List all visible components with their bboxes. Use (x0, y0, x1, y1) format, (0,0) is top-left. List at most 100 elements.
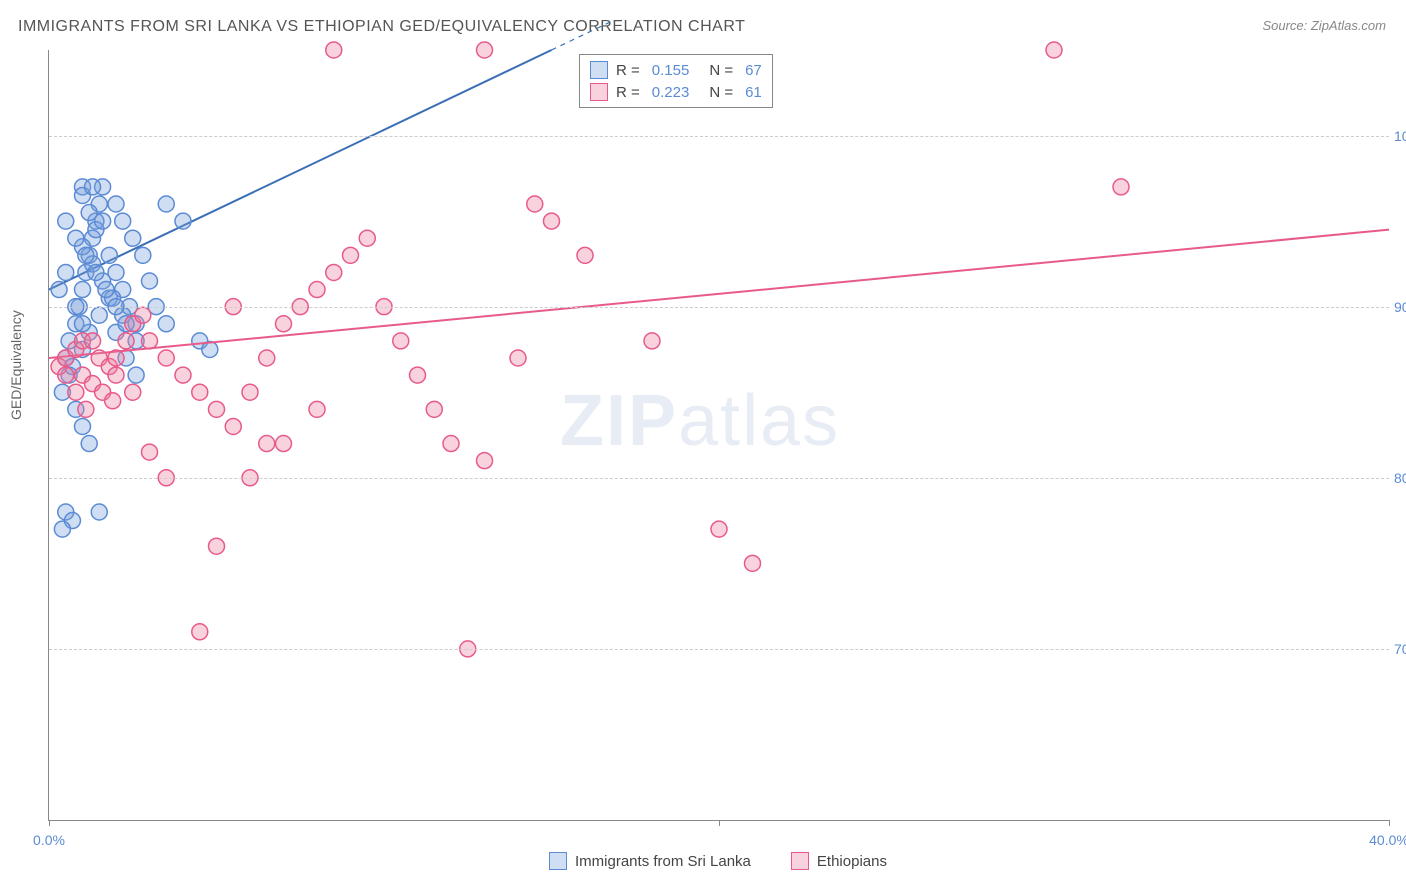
legend-label: Immigrants from Sri Lanka (575, 853, 751, 870)
scatter-point (175, 213, 191, 229)
scatter-point (58, 213, 74, 229)
legend-r-value: 0.155 (652, 62, 690, 79)
scatter-point (135, 247, 151, 263)
legend-swatch (791, 852, 809, 870)
scatter-point (326, 42, 342, 58)
legend-n-label: N = (709, 84, 733, 101)
y-axis-label: GED/Equivalency (8, 310, 24, 420)
scatter-point (128, 367, 144, 383)
legend-swatch (590, 61, 608, 79)
scatter-point (58, 367, 74, 383)
scatter-point (158, 350, 174, 366)
trend-line (49, 230, 1389, 358)
scatter-point (78, 247, 94, 263)
scatter-point (125, 230, 141, 246)
x-tick-label: 40.0% (1369, 832, 1406, 848)
source-label: Source: ZipAtlas.com (1262, 18, 1386, 33)
scatter-point (477, 453, 493, 469)
scatter-point (711, 521, 727, 537)
scatter-point (135, 307, 151, 323)
legend-correlation-box: R = 0.155 N = 67 R = 0.223 N = 61 (579, 54, 773, 108)
scatter-point (95, 213, 111, 229)
legend-label: Ethiopians (817, 853, 887, 870)
scatter-point (209, 401, 225, 417)
legend-n-value: 67 (745, 62, 762, 79)
scatter-point (108, 367, 124, 383)
scatter-point (91, 307, 107, 323)
scatter-point (115, 213, 131, 229)
scatter-point (326, 264, 342, 280)
x-tick-mark (1389, 820, 1390, 826)
legend-r-value: 0.223 (652, 84, 690, 101)
chart-plot-area: R =0.155N =67R =0.223N =61 70.0%80.0%90.… (48, 50, 1389, 821)
scatter-point (1113, 179, 1129, 195)
scatter-point (142, 273, 158, 289)
scatter-point (1046, 42, 1062, 58)
chart-svg (49, 50, 1389, 820)
gridline-h (49, 649, 1389, 650)
scatter-point (108, 350, 124, 366)
scatter-point (242, 384, 258, 400)
scatter-point (81, 436, 97, 452)
y-tick-label: 90.0% (1394, 299, 1406, 315)
scatter-point (101, 247, 117, 263)
scatter-point (527, 196, 543, 212)
legend-bottom: Immigrants from Sri Lanka Ethiopians (48, 852, 1388, 870)
gridline-h (49, 136, 1389, 137)
gridline-h (49, 307, 1389, 308)
scatter-point (68, 384, 84, 400)
legend-r-label: R = (616, 84, 640, 101)
scatter-point (443, 436, 459, 452)
scatter-point (125, 384, 141, 400)
legend-swatch (549, 852, 567, 870)
scatter-point (644, 333, 660, 349)
scatter-point (544, 213, 560, 229)
chart-title: IMMIGRANTS FROM SRI LANKA VS ETHIOPIAN G… (18, 18, 745, 36)
y-tick-label: 70.0% (1394, 641, 1406, 657)
scatter-point (158, 316, 174, 332)
legend-correlation-row: R = 0.223 N = 61 (590, 81, 762, 103)
scatter-point (78, 401, 94, 417)
scatter-point (192, 624, 208, 640)
scatter-point (209, 538, 225, 554)
trend-line (49, 50, 552, 290)
scatter-point (51, 282, 67, 298)
scatter-point (68, 230, 84, 246)
scatter-point (393, 333, 409, 349)
legend-item: Immigrants from Sri Lanka (549, 852, 751, 870)
scatter-point (158, 196, 174, 212)
scatter-point (426, 401, 442, 417)
scatter-point (309, 401, 325, 417)
scatter-point (192, 384, 208, 400)
scatter-point (745, 555, 761, 571)
scatter-point (477, 42, 493, 58)
scatter-point (54, 521, 70, 537)
scatter-point (276, 316, 292, 332)
x-tick-mark (49, 820, 50, 826)
legend-r-label: R = (616, 62, 640, 79)
scatter-point (75, 418, 91, 434)
scatter-point (85, 179, 101, 195)
scatter-point (259, 436, 275, 452)
x-tick-label: 0.0% (33, 832, 65, 848)
legend-correlation-row: R = 0.155 N = 67 (590, 59, 762, 81)
scatter-point (75, 316, 91, 332)
scatter-point (58, 264, 74, 280)
source-name: ZipAtlas.com (1311, 18, 1386, 33)
y-tick-label: 80.0% (1394, 470, 1406, 486)
scatter-point (108, 196, 124, 212)
scatter-point (343, 247, 359, 263)
scatter-point (175, 367, 191, 383)
scatter-point (510, 350, 526, 366)
scatter-point (276, 436, 292, 452)
legend-item: Ethiopians (791, 852, 887, 870)
scatter-point (91, 504, 107, 520)
scatter-point (359, 230, 375, 246)
legend-n-value: 61 (745, 84, 762, 101)
scatter-point (225, 418, 241, 434)
scatter-point (309, 282, 325, 298)
scatter-point (118, 333, 134, 349)
scatter-point (410, 367, 426, 383)
legend-n-label: N = (709, 62, 733, 79)
scatter-point (88, 264, 104, 280)
